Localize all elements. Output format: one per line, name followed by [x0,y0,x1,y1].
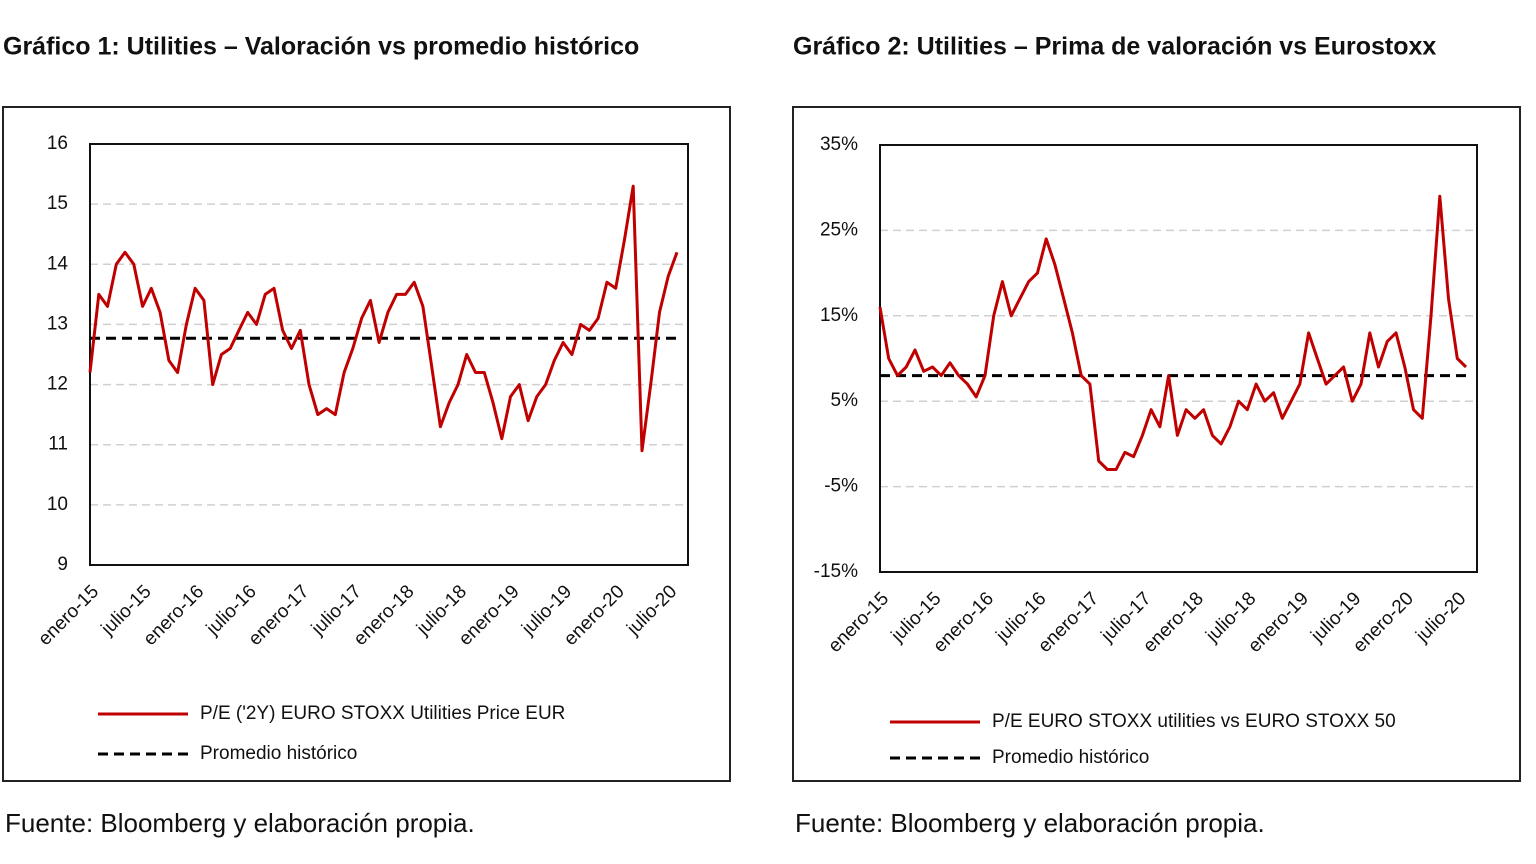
plot-area [879,144,1478,573]
source-note: Fuente: Bloomberg y elaboración propia. [5,808,475,838]
chart-frame [792,106,1521,782]
plot-area [89,143,689,566]
y-tick-label: 14 [47,253,69,274]
y-tick-label: 25% [820,219,858,240]
y-tick-label: -15% [814,561,858,582]
data-line [878,194,1468,471]
source-note: Fuente: Bloomberg y elaboración propia. [795,808,1265,838]
y-tick-label: 11 [48,434,68,455]
y-tick-label: 15% [820,305,858,326]
legend-label: Promedio histórico [992,747,1149,768]
y-tick-label: 35% [820,134,858,155]
y-tick-label: 5% [831,390,859,411]
legend-label: Promedio histórico [200,743,357,764]
y-tick-label: 16 [47,133,68,154]
chart-title: Gráfico 1: Utilities – Valoración vs pro… [3,33,639,61]
chart-title: Gráfico 2: Utilities – Prima de valoraci… [793,33,1436,61]
y-tick-label: -5% [824,476,858,497]
legend-label: P/E EURO STOXX utilities vs EURO STOXX 5… [992,711,1396,732]
y-tick-label: 15 [47,193,68,214]
y-tick-label: 12 [47,374,68,395]
chart: Gráfico 2: Utilities – Prima de valoraci… [792,33,1521,838]
legend-label: P/E ('2Y) EURO STOXX Utilities Price EUR [200,703,565,724]
data-line [88,184,679,453]
chart: Gráfico 1: Utilities – Valoración vs pro… [2,33,731,838]
y-tick-label: 13 [47,313,68,334]
y-tick-label: 10 [47,494,68,515]
y-tick-label: 9 [57,554,68,575]
